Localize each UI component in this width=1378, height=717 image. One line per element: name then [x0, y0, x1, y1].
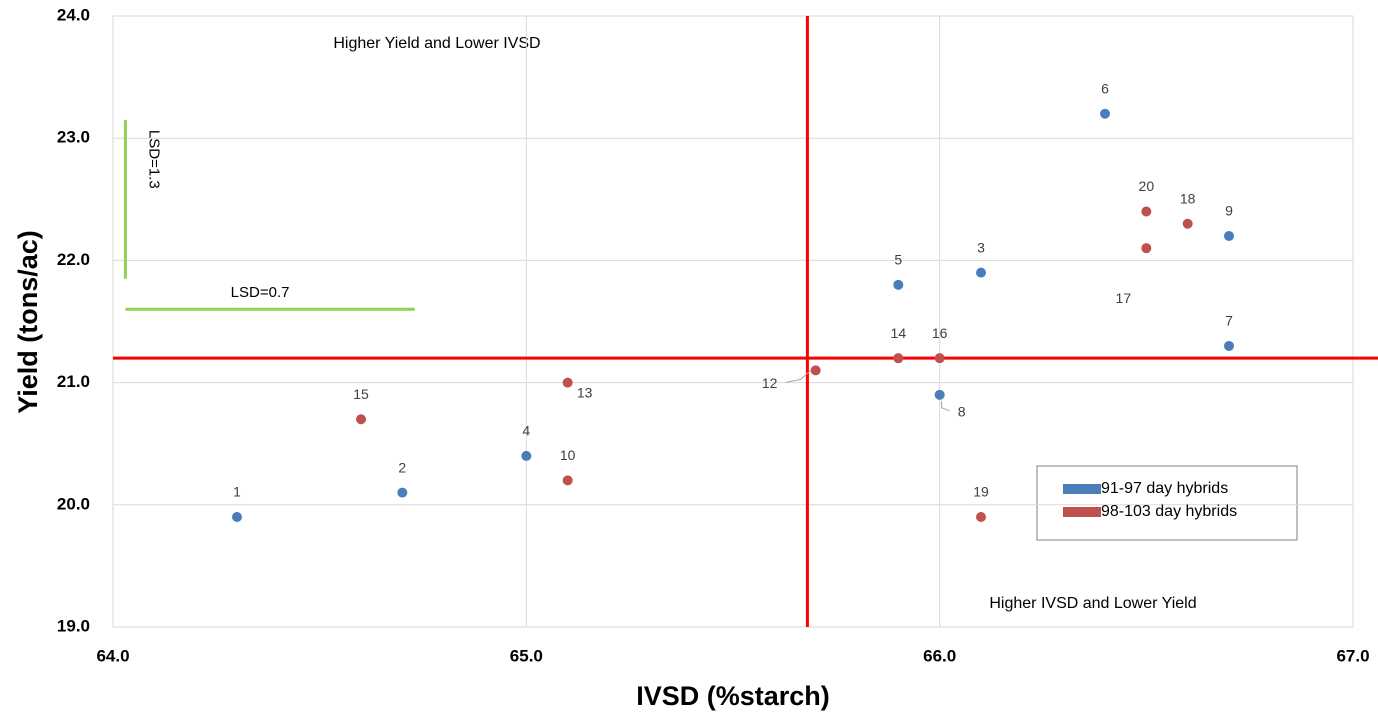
legend-label: 91-97 day hybrids [1101, 480, 1228, 497]
point-label: 10 [560, 447, 576, 463]
point-label: 1 [233, 484, 241, 500]
point [810, 365, 821, 376]
point [1224, 230, 1234, 241]
point [1141, 206, 1152, 217]
lsd-label: LSD=0.7 [231, 284, 290, 301]
point-label: 12 [762, 375, 778, 391]
x-axis-title: IVSD (%starch) [636, 681, 830, 711]
point [356, 414, 366, 425]
y-tick-label: 23.0 [57, 128, 90, 147]
point-label: 7 [1225, 313, 1233, 329]
quadrant-label: Higher IVSD and Lower Yield [989, 595, 1196, 612]
point-label: 6 [1101, 80, 1109, 96]
point [1182, 218, 1193, 229]
lsd-label: LSD=1.3 [145, 130, 162, 189]
legend [1036, 465, 1298, 541]
point-label: 16 [932, 325, 948, 341]
y-tick-label: 22.0 [57, 250, 90, 269]
x-tick-label: 66.0 [923, 646, 956, 665]
point [521, 450, 532, 461]
point [1224, 340, 1234, 351]
point [934, 353, 945, 364]
point [562, 475, 573, 486]
point [934, 389, 945, 400]
y-axis-title: Yield (tons/ac) [13, 230, 43, 414]
point-label: 14 [891, 325, 907, 341]
y-tick-label: 24.0 [57, 5, 90, 24]
quadrant-label: Higher Yield and Lower IVSD [333, 35, 540, 52]
point [893, 279, 904, 290]
point-label: 5 [894, 252, 902, 268]
point-label: 3 [977, 239, 985, 255]
leader-line [941, 400, 950, 412]
point [1100, 108, 1110, 119]
point [1141, 243, 1152, 254]
legend-label: 98-103 day hybrids [1101, 503, 1237, 520]
legend-swatch [1063, 507, 1101, 517]
y-tick-label: 21.0 [57, 372, 90, 391]
point-label: 9 [1225, 203, 1233, 219]
legend-swatch [1063, 484, 1101, 494]
leader-line [785, 370, 812, 383]
x-tick-label: 65.0 [510, 646, 543, 665]
x-tick-label: 67.0 [1336, 646, 1369, 665]
point-label: 8 [958, 404, 966, 420]
point [397, 487, 408, 498]
point-label: 4 [522, 423, 530, 439]
point [232, 512, 242, 523]
point-label: 17 [1116, 290, 1132, 306]
x-tick-label: 64.0 [96, 646, 129, 665]
point [562, 377, 573, 388]
point [893, 353, 904, 364]
point-label: 19 [973, 484, 989, 500]
point-label: 13 [577, 384, 593, 400]
point-label: 15 [353, 386, 369, 402]
point-label: 2 [398, 459, 406, 475]
point [976, 512, 986, 523]
point [976, 267, 986, 278]
y-tick-label: 20.0 [57, 494, 90, 513]
point-label: 18 [1180, 190, 1196, 206]
point-label: 20 [1139, 178, 1155, 194]
y-tick-label: 19.0 [57, 616, 90, 635]
